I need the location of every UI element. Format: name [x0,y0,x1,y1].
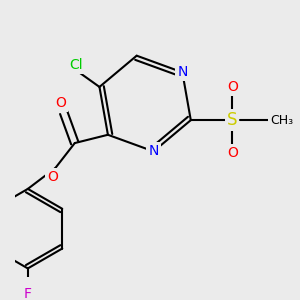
Text: N: N [148,144,159,158]
Text: S: S [227,111,238,129]
Text: O: O [227,80,238,94]
Text: O: O [56,96,66,110]
Text: CH₃: CH₃ [270,114,293,127]
Text: O: O [227,146,238,160]
Text: N: N [177,65,188,79]
Text: O: O [47,170,58,184]
Text: F: F [24,287,32,300]
Text: Cl: Cl [69,58,82,72]
